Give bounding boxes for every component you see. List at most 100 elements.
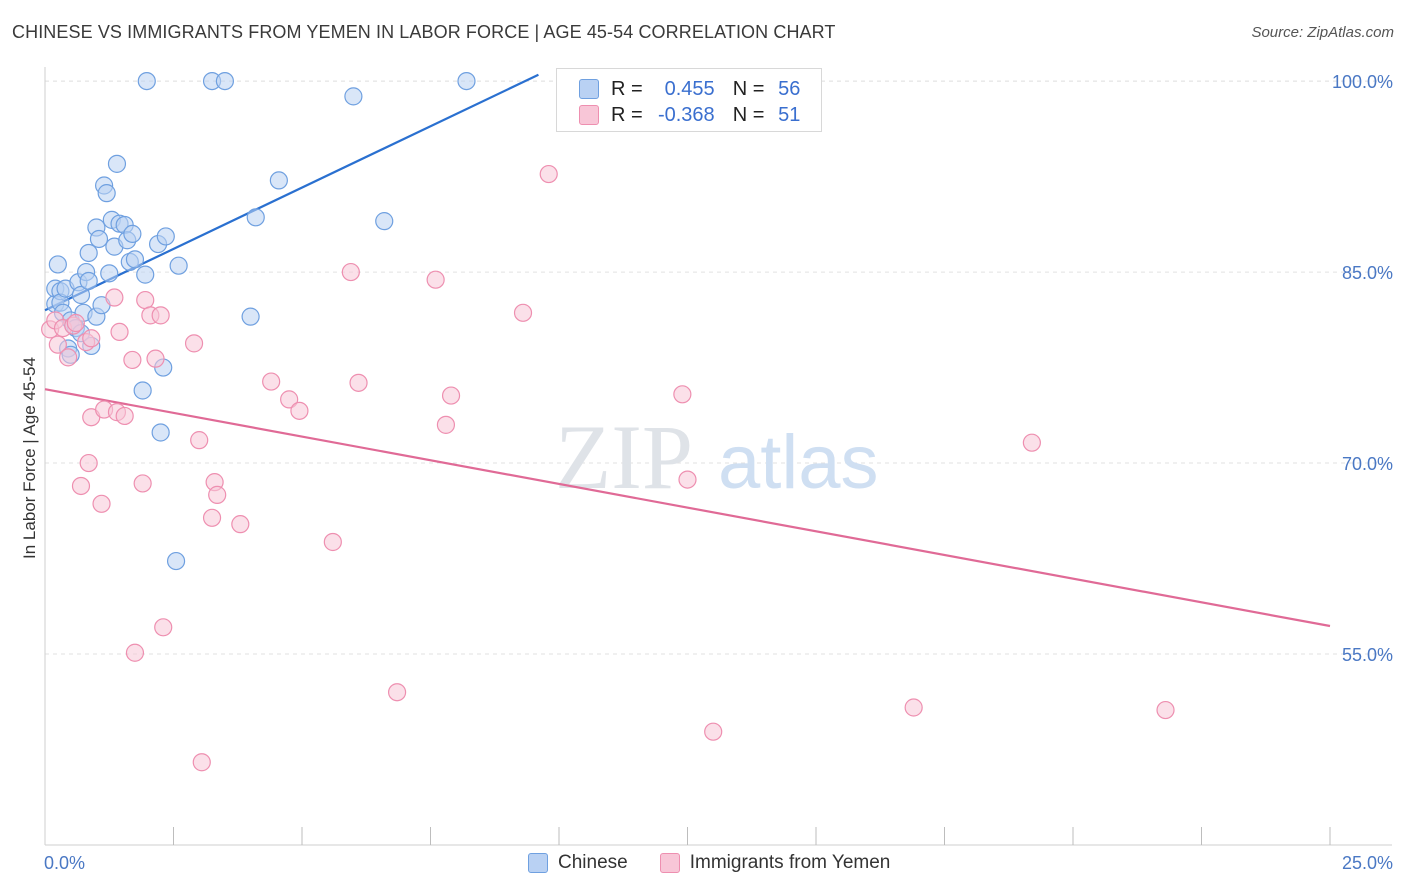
point-chinese [169,256,188,275]
point-yemen [190,431,209,450]
point-yemen [133,474,152,493]
data-points [41,71,1175,772]
legend-swatch-yemen [579,105,599,125]
stats-legend: R = 0.455 N = 56 R = -0.368 N = 51 [556,68,822,132]
legend-swatch-yemen [659,853,680,873]
point-chinese [344,87,363,106]
legend-n-value: 56 [778,77,801,100]
trend-lines [44,73,1331,628]
point-yemen [426,270,445,289]
point-chinese [246,208,265,227]
point-yemen [341,262,360,282]
point-chinese [79,243,98,263]
point-chinese [48,255,67,274]
point-yemen [904,698,923,717]
trend-line-chinese [44,73,539,312]
point-yemen [349,373,368,392]
point-yemen [513,303,533,322]
point-yemen [48,335,67,354]
point-yemen [673,385,692,404]
point-yemen [192,753,211,772]
legend-item-yemen: Immigrants from Yemen [659,852,891,874]
y-tick-label: 85.0% [1342,263,1393,283]
point-chinese [100,264,119,283]
point-yemen [115,406,134,426]
y-tick-label: 100.0% [1332,72,1393,92]
legend-n-label: N = [732,103,765,126]
point-chinese [97,184,116,203]
y-axis-title: In Labor Force | Age 45-54 [20,357,39,559]
chart-title: CHINESE VS IMMIGRANTS FROM YEMEN IN LABO… [12,22,836,42]
point-chinese [151,423,170,442]
watermark-zip: ZIP [555,406,693,508]
point-yemen [146,349,165,368]
point-yemen [154,618,173,637]
point-yemen [678,470,697,489]
tick-labels: 55.0% 70.0% 85.0% 100.0% 0.0% 25.0% [44,72,1393,873]
point-chinese [241,307,260,326]
point-yemen [105,288,124,307]
legend-r-value: -0.368 [657,103,715,126]
point-yemen [136,290,155,310]
legend-r-label: R = [611,103,643,126]
point-chinese [79,271,98,291]
watermark: ZIP atlas [555,406,879,508]
x-tick-label: 25.0% [1342,853,1393,873]
watermark-atlas: atlas [718,420,879,505]
point-chinese [156,227,175,246]
point-yemen [151,306,170,325]
point-yemen [79,453,98,473]
point-yemen [125,643,145,662]
point-chinese [71,285,91,305]
legend-swatch-chinese [579,79,599,99]
point-yemen [436,415,456,434]
gridlines [45,80,1392,655]
point-yemen [202,508,222,527]
point-yemen [184,334,204,353]
point-yemen [92,494,111,513]
legend-n-value: 51 [778,103,801,126]
point-yemen [1022,433,1041,452]
point-yemen [66,313,85,333]
point-yemen [231,515,250,534]
point-yemen [704,722,723,741]
point-yemen [441,386,461,405]
point-yemen [290,401,309,420]
legend-swatch-chinese [528,853,548,873]
legend-item-chinese: Chinese [528,852,628,874]
legend-n-label: N = [732,77,765,100]
legend-label-chinese: Chinese [558,852,628,873]
point-yemen [82,329,101,348]
point-chinese [166,551,186,571]
series-legend: Chinese Immigrants from Yemen [528,852,922,874]
point-yemen [387,683,407,702]
y-tick-label: 70.0% [1342,454,1393,474]
point-chinese [375,212,394,231]
point-yemen [59,348,78,367]
point-yemen [123,350,142,370]
legend-label-yemen: Immigrants from Yemen [689,852,891,873]
source-credit: Source: ZipAtlas.com [1251,24,1394,41]
point-chinese [133,381,152,400]
point-yemen [323,532,342,552]
point-chinese [107,154,127,173]
legend-r-label: R = [611,77,643,100]
x-tick-label: 0.0% [44,853,85,873]
point-yemen [1156,700,1175,720]
axes [44,67,1392,846]
point-yemen [280,390,299,409]
point-yemen [262,372,281,391]
point-chinese [457,71,476,91]
point-chinese [89,229,109,249]
trend-line-yemen [44,388,1331,628]
point-chinese [136,265,155,284]
point-chinese [137,71,156,91]
point-chinese [269,171,288,190]
point-yemen [110,322,129,342]
point-chinese [125,250,145,269]
point-yemen [71,476,91,496]
legend-row-yemen: R = -0.368 N = 51 [579,103,800,127]
point-yemen [539,164,558,184]
y-tick-label: 55.0% [1342,645,1393,665]
